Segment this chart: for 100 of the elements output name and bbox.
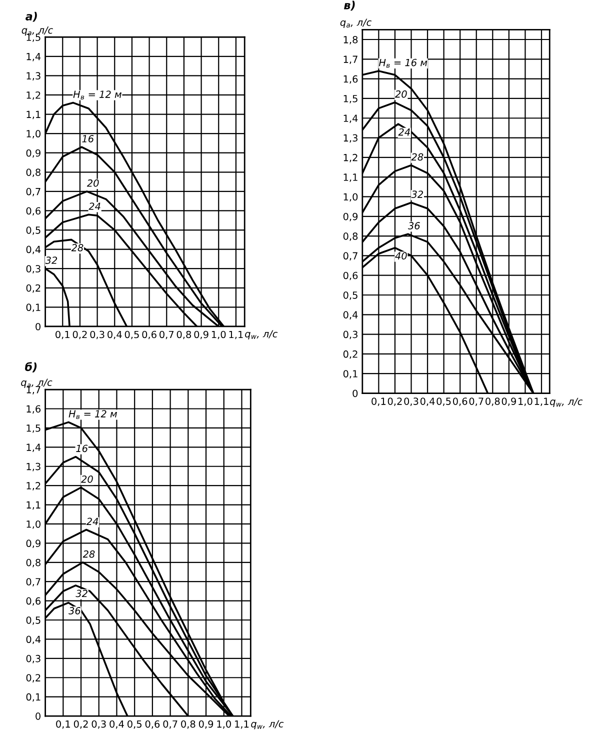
x-tick-label: 0,8 [486,398,500,406]
y-tick-label: 1,2 [26,91,40,100]
x-tick-label: 0,6 [145,720,160,729]
x-tick-label: 0,3 [92,720,106,729]
x-tick-label: 1,0 [217,720,231,729]
series-label: 28 [71,244,84,252]
x-tick-label: 0,1 [372,398,386,406]
x-tick-label: 0,9 [194,330,208,340]
y-tick-label: 1,3 [26,72,40,81]
y-tick-label: 0 [36,712,40,720]
x-tick-label: 0,2 [388,398,402,406]
series-label: 24 [398,128,410,136]
y-tick-label: 1,5 [26,34,40,42]
y-tick-label: 1,3 [26,462,40,472]
y-tick-label: 0,5 [26,616,40,625]
y-tick-label: 0,4 [26,246,41,254]
y-tick-label: 0,1 [343,370,358,378]
y-tick-label: 0,9 [26,149,40,158]
y-tick-label: 1,5 [344,95,358,104]
y-tick-label: 0 [352,390,358,398]
series-label: 32 [45,256,58,264]
x-tick-label: 0,4 [110,720,124,729]
x-tick-label: 0,5 [127,720,142,729]
series-label: 32 [411,190,424,198]
x-tick-label: 0,4 [108,330,122,340]
x-tick-label: 0,9 [502,398,516,406]
x-tick-label: 0,8 [181,720,196,729]
series-label: 28 [82,550,95,558]
chart-title: в) [344,0,355,11]
x-tick-label: 0,8 [176,330,192,340]
series-label: 36 [68,607,80,614]
y-tick-label: 0,2 [26,284,40,293]
y-tick-label: 0 [36,322,40,330]
y-tick-label: 1,4 [26,53,41,62]
y-tick-label: 0,7 [26,188,40,196]
series-label: 36 [408,222,420,230]
x-tick-label: 0,2 [72,330,87,340]
y-tick-label: 0,8 [343,232,358,241]
y-tick-label: 0,1 [26,693,40,702]
y-tick-label: 0,6 [343,272,358,280]
x-tick-label: 0,6 [142,330,156,340]
y-tick-label: 1,0 [26,520,40,529]
y-axis-title: q$_{a}$, л/с [340,18,372,28]
series-label: 16 [82,135,94,142]
y-tick-label: 1,1 [26,501,40,510]
x-axis-title: q$_{w}$, л/с [245,330,278,340]
y-tick-label: 0,2 [26,674,40,682]
x-tick-label: 0,2 [74,720,88,729]
series-label: 24 [86,518,98,525]
y-tick-label: 1,7 [344,56,358,64]
x-tick-label: 0,9 [198,720,214,729]
y-tick-label: 1,1 [26,110,40,120]
x-tick-label: 0,3 [90,330,104,340]
series-label: H$_{в}$ = 12 м [73,90,122,100]
y-tick-label: 0,5 [26,226,40,235]
y-tick-label: 1,6 [344,75,358,84]
series-label: 20 [81,475,93,483]
y-tick-label: 1,4 [344,114,358,123]
y-tick-label: 0,7 [26,578,40,586]
y-tick-label: 0,5 [343,291,358,300]
x-tick-label: 0,6 [453,398,468,406]
y-tick-label: 1,8 [344,36,358,44]
series-label: 20 [86,179,99,187]
y-tick-label: 1,5 [26,424,40,433]
x-tick-label: 0,3 [404,398,418,406]
series-label: 40 [395,252,407,260]
x-tick-label: 1,1 [534,398,548,406]
y-tick-label: 0,4 [343,311,358,320]
x-axis-title: q$_{w}$, л/с [251,720,284,730]
series-label: 24 [88,202,100,210]
x-tick-label: 0,5 [124,330,139,340]
x-tick-label: 0,1 [56,720,70,729]
y-tick-label: 1,2 [344,154,358,162]
x-tick-label: 0,4 [420,398,435,406]
y-tick-label: 1,7 [26,386,40,394]
y-tick-label: 0,3 [26,654,40,664]
y-tick-label: 0,9 [26,540,40,548]
x-tick-label: 1,0 [212,330,226,340]
x-tick-label: 0,5 [436,398,451,406]
series-label: 20 [395,90,407,98]
y-tick-label: 0,7 [343,252,358,261]
y-tick-label: 1,3 [344,134,358,143]
x-tick-label: 0,7 [163,720,178,729]
y-tick-label: 0,3 [26,265,40,274]
x-tick-label: 1,1 [235,720,249,729]
y-tick-label: 0,9 [343,212,358,222]
series-label: H$_{в}$ = 16 м [378,58,428,68]
y-tick-label: 0,6 [26,597,41,606]
y-tick-label: 1,2 [26,482,40,490]
y-tick-label: 0,6 [26,207,41,216]
chart-title: б) [25,362,37,372]
y-tick-label: 1,0 [26,130,40,138]
y-tick-label: 1,1 [344,174,358,182]
x-tick-label: 0,7 [160,330,174,340]
x-tick-label: 0,7 [469,398,484,406]
x-tick-label: 0,1 [56,330,70,340]
series-label: 16 [76,444,88,452]
chart-title: а) [26,12,37,22]
x-tick-label: 1,1 [229,330,243,340]
y-tick-label: 1,6 [26,405,41,414]
